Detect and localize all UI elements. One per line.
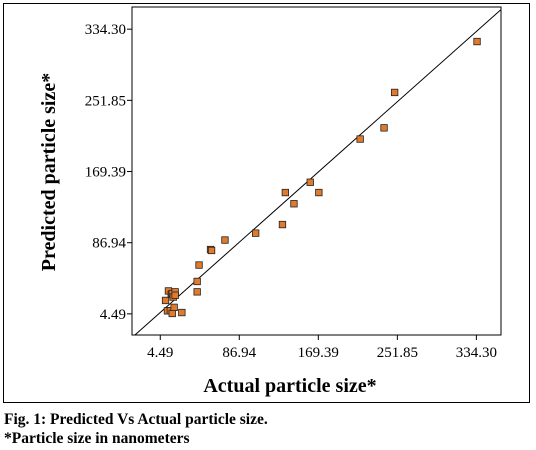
- reference-line: [134, 9, 501, 335]
- x-tick-label-2: 86.94: [222, 345, 256, 361]
- data-point-22: [290, 200, 298, 208]
- y-axis-ticks: 4.49 86.94 169.39 251.85 334.30: [85, 22, 132, 323]
- x-tick-label-4: 251.85: [377, 345, 418, 361]
- data-point-14: [193, 277, 201, 286]
- y-tick-label-1: 4.49: [100, 307, 126, 323]
- y-tick-label-2: 86.94: [92, 236, 126, 252]
- data-point-1: [161, 296, 170, 305]
- x-tick-label-5: 334.30: [456, 345, 497, 361]
- data-point-15: [195, 261, 203, 269]
- data-point-24: [315, 188, 323, 197]
- data-point-25: [356, 135, 364, 143]
- y-tick-label-5: 334.30: [85, 22, 126, 38]
- y-tick-label-3: 169.39: [85, 165, 126, 181]
- data-points-layer: [161, 37, 481, 318]
- scatter-chart: 4.49 86.94 169.39 251.85 334.30 4.49 86.94 169…: [38, 6, 502, 397]
- data-point-27: [390, 88, 399, 97]
- x-axis-ticks: 4.49 86.94 169.39 251.85 334.30: [147, 335, 497, 361]
- x-axis-title: Actual particle size*: [203, 375, 376, 397]
- caption-line-1: Fig. 1: Predicted Vs Actual particle siz…: [4, 411, 268, 428]
- figure-caption: Fig. 1: Predicted Vs Actual particle siz…: [4, 410, 532, 448]
- data-point-26: [380, 124, 388, 132]
- data-point-7: [168, 309, 176, 318]
- data-point-19: [251, 229, 260, 237]
- data-point-28: [473, 37, 481, 46]
- y-axis-title: Predicted particle size*: [38, 73, 60, 271]
- data-point-18: [221, 236, 229, 244]
- x-tick-label-3: 169.39: [298, 345, 339, 361]
- x-tick-label-1: 4.49: [147, 345, 173, 361]
- data-point-9: [170, 303, 178, 312]
- plot-area: [131, 6, 502, 336]
- caption-line-2: *Particle size in nanometers: [4, 430, 190, 447]
- reference-line-layer: [134, 9, 501, 335]
- data-point-21: [281, 188, 290, 197]
- data-point-13: [193, 288, 201, 296]
- data-point-11: [171, 291, 179, 299]
- data-point-12: [178, 308, 186, 317]
- y-tick-label-4: 251.85: [85, 93, 126, 109]
- figure-frame: [3, 3, 530, 403]
- data-point-20: [278, 220, 287, 229]
- data-point-23: [306, 178, 314, 186]
- data-point-17: [207, 246, 216, 255]
